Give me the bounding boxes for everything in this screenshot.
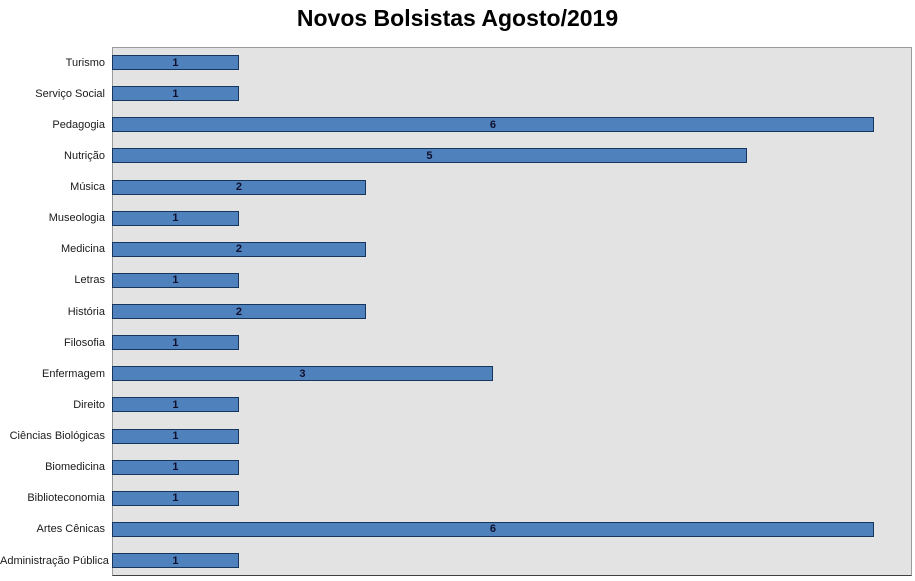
bar: 1 bbox=[112, 459, 239, 475]
category-label: Biomedicina bbox=[45, 461, 105, 474]
category-label: Direito bbox=[73, 398, 105, 411]
data-label: 1 bbox=[172, 56, 179, 69]
bar-track: 1 bbox=[112, 389, 912, 420]
category-label: Pedagogia bbox=[52, 118, 105, 131]
bar: 1 bbox=[112, 428, 239, 444]
chart-row: Museologia 1 bbox=[0, 203, 912, 234]
bar: 1 bbox=[112, 335, 239, 351]
category-label: Serviço Social bbox=[35, 87, 105, 100]
chart-row: Artes Cênicas 6 bbox=[0, 514, 912, 545]
bar: 2 bbox=[112, 179, 366, 195]
category-label: Administração Pública bbox=[0, 554, 109, 567]
chart-row: História 2 bbox=[0, 296, 912, 327]
bar-track: 1 bbox=[112, 421, 912, 452]
bar: 6 bbox=[112, 521, 874, 537]
bar-track: 1 bbox=[112, 327, 912, 358]
bar-track: 1 bbox=[112, 545, 912, 576]
chart-row: Ciências Biológicas 1 bbox=[0, 421, 912, 452]
bar-track: 2 bbox=[112, 234, 912, 265]
bar-track: 1 bbox=[112, 203, 912, 234]
bar: 2 bbox=[112, 304, 366, 320]
bar-track: 5 bbox=[112, 140, 912, 171]
bar-track: 3 bbox=[112, 358, 912, 389]
bar: 1 bbox=[112, 397, 239, 413]
data-label: 5 bbox=[426, 149, 433, 162]
category-label: Música bbox=[70, 181, 105, 194]
data-label: 6 bbox=[489, 118, 496, 131]
data-label: 1 bbox=[172, 87, 179, 100]
category-label: Medicina bbox=[60, 243, 105, 256]
category-label: Ciências Biológicas bbox=[9, 430, 105, 443]
bar: 2 bbox=[112, 241, 366, 257]
chart-title: Novos Bolsistas Agosto/2019 bbox=[296, 5, 619, 31]
chart-row: Biomedicina 1 bbox=[0, 452, 912, 483]
bar-track: 1 bbox=[112, 47, 912, 78]
data-label: 2 bbox=[235, 243, 243, 256]
category-label: Artes Cênicas bbox=[36, 523, 105, 536]
chart-row: Música 2 bbox=[0, 172, 912, 203]
data-label: 1 bbox=[172, 274, 179, 287]
bar: 1 bbox=[112, 490, 239, 506]
data-label: 1 bbox=[172, 554, 179, 567]
bar: 1 bbox=[112, 553, 239, 569]
chart-row: Administração Pública 1 bbox=[0, 545, 912, 576]
bar-track: 6 bbox=[112, 514, 912, 545]
chart-row: Letras 1 bbox=[0, 265, 912, 296]
data-label: 2 bbox=[235, 181, 243, 194]
data-label: 1 bbox=[172, 492, 179, 505]
bar-track: 1 bbox=[112, 483, 912, 514]
chart-row: Serviço Social 1 bbox=[0, 78, 912, 109]
data-label: 3 bbox=[299, 367, 306, 380]
category-label: Nutrição bbox=[64, 149, 105, 162]
bar: 3 bbox=[112, 366, 493, 382]
data-label: 1 bbox=[172, 430, 179, 443]
chart-rows: Turismo 1 Serviço Social 1 Pedagogia 6 Nutriçã… bbox=[0, 47, 912, 576]
bar-track: 1 bbox=[112, 78, 912, 109]
bar: 1 bbox=[112, 272, 239, 288]
data-label: 1 bbox=[172, 461, 179, 474]
category-label: Turismo bbox=[65, 56, 105, 69]
bar: 1 bbox=[112, 55, 239, 71]
data-label: 6 bbox=[489, 523, 496, 536]
category-label: Biblioteconomia bbox=[27, 492, 105, 505]
bar: 1 bbox=[112, 210, 239, 226]
chart-row: Turismo 1 bbox=[0, 47, 912, 78]
category-label: Enfermagem bbox=[42, 367, 105, 380]
category-label: Museologia bbox=[48, 212, 105, 225]
chart-row: Filosofia 1 bbox=[0, 327, 912, 358]
data-label: 1 bbox=[172, 398, 179, 411]
category-label: História bbox=[67, 305, 105, 318]
category-label: Letras bbox=[74, 274, 105, 287]
chart-row: Medicina 2 bbox=[0, 234, 912, 265]
bar-track: 1 bbox=[112, 265, 912, 296]
bar-track: 1 bbox=[112, 452, 912, 483]
chart-row: Pedagogia 6 bbox=[0, 109, 912, 140]
chart-row: Biblioteconomia 1 bbox=[0, 483, 912, 514]
bar-track: 2 bbox=[112, 296, 912, 327]
data-label: 2 bbox=[235, 305, 243, 318]
category-label: Filosofia bbox=[64, 336, 105, 349]
bar-track: 6 bbox=[112, 109, 912, 140]
bar-track: 2 bbox=[112, 172, 912, 203]
bar: 1 bbox=[112, 86, 239, 102]
bar: 6 bbox=[112, 117, 874, 133]
chart-row: Direito 1 bbox=[0, 389, 912, 420]
data-label: 1 bbox=[172, 336, 179, 349]
data-label: 1 bbox=[172, 212, 179, 225]
bar: 5 bbox=[112, 148, 747, 164]
chart-row: Nutrição 5 bbox=[0, 140, 912, 171]
chart-row: Enfermagem 3 bbox=[0, 358, 912, 389]
